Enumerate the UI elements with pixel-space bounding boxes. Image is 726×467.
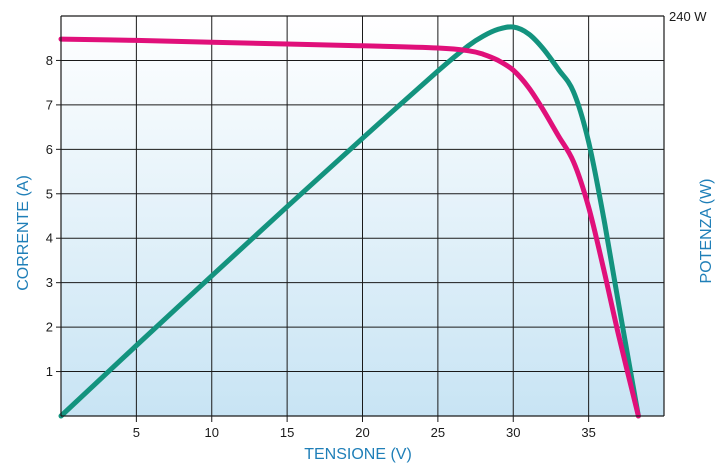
x-tick-labels: 5 10 15 20 25 30 35 (133, 425, 596, 440)
y-tick-label: 6 (46, 142, 53, 157)
y-tick-label: 7 (46, 97, 53, 112)
y-tick-label: 4 (46, 231, 53, 246)
grid (61, 16, 664, 416)
x-tick-label: 35 (581, 425, 595, 440)
x-tick-label: 30 (506, 425, 520, 440)
y-tick-label: 1 (46, 364, 53, 379)
y2-axis-title: POTENZA (W) (698, 179, 715, 284)
x-tick-label: 15 (280, 425, 294, 440)
y-axis-title: CORRENTE (A) (15, 175, 32, 291)
x-tick-label: 25 (431, 425, 445, 440)
x-tick-label: 10 (205, 425, 219, 440)
series-group (58, 24, 641, 419)
y-tick-label: 3 (46, 275, 53, 290)
y-tick-labels: 1 2 3 4 5 6 7 8 (46, 53, 53, 379)
series-line-current (58, 36, 641, 419)
y-tick-label: 8 (46, 53, 53, 68)
x-tick-label: 20 (355, 425, 369, 440)
x-axis-title: TENSIONE (V) (304, 446, 412, 463)
plot-frame (56, 15, 665, 422)
y-tick-label: 2 (46, 320, 53, 335)
series-line-power (58, 24, 641, 419)
y2-max-label: 240 W (669, 9, 707, 24)
y-tick-label: 5 (46, 186, 53, 201)
x-tick-label: 5 (133, 425, 140, 440)
